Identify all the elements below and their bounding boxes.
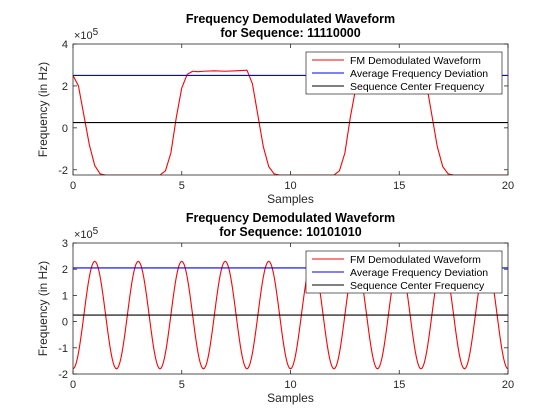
- x-axis-label: Samples: [267, 192, 314, 206]
- x-tick-label: 5: [179, 180, 185, 192]
- y-exponent-power: 5: [93, 27, 99, 38]
- legend-entry: FM Demodulated Waveform: [350, 254, 481, 266]
- chart-title-line: Frequency Demodulated Waveform: [186, 211, 395, 225]
- chart-title-line: Frequency Demodulated Waveform: [186, 12, 395, 26]
- y-tick-label: 2: [62, 81, 68, 93]
- x-tick-label: 5: [179, 379, 185, 391]
- x-tick-label: 20: [502, 379, 514, 391]
- y-axis-label: Frequency (in Hz): [36, 261, 50, 356]
- y-tick-label: -1: [58, 343, 68, 355]
- y-exponent-power: 5: [93, 226, 99, 237]
- x-tick-label: 15: [393, 379, 405, 391]
- legend-entry: Average Frequency Deviation: [350, 68, 488, 80]
- x-axis-label: Samples: [267, 391, 314, 405]
- legend-entry: FM Demodulated Waveform: [350, 55, 481, 67]
- y-exponent-label: ×105: [74, 226, 99, 241]
- y-tick-label: 0: [62, 123, 68, 135]
- y-tick-label: 4: [62, 39, 68, 51]
- legend-entry: Average Frequency Deviation: [350, 267, 488, 279]
- x-tick-label: 20: [502, 180, 514, 192]
- legend-entry: Sequence Center Frequency: [350, 81, 485, 93]
- chart-title-line: for Sequence: 11110000: [220, 26, 360, 40]
- y-tick-label: 3: [62, 238, 68, 250]
- y-tick-label: -2: [58, 165, 68, 177]
- x-tick-label: 10: [284, 180, 296, 192]
- bottom-subplot: 0 5 10 15 20 -2 -1 0 1 2 3 ×105 Frequency Demodulate…: [36, 211, 514, 405]
- y-tick-label: -2: [58, 369, 68, 381]
- y-tick-label: 0: [62, 317, 68, 329]
- x-tick-label: 15: [393, 180, 405, 192]
- x-tick-label: 0: [70, 180, 76, 192]
- x-tick-label: 10: [284, 379, 296, 391]
- y-axis-label: Frequency (in Hz): [36, 62, 50, 157]
- y-exponent-label: ×105: [74, 27, 99, 42]
- legend-entry: Sequence Center Frequency: [350, 280, 485, 292]
- x-tick-label: 0: [70, 379, 76, 391]
- series-line-fm-demodulated-waveform: [73, 69, 508, 175]
- chart-title-line: for Sequence: 10101010: [219, 225, 361, 239]
- y-tick-label: 1: [62, 290, 68, 302]
- y-tick-label: 2: [62, 264, 68, 276]
